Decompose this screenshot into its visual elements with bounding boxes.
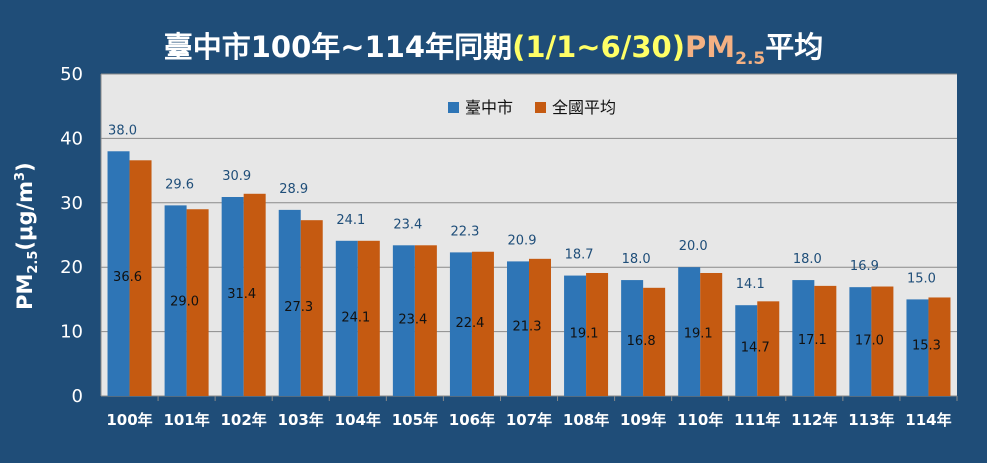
data-label-taichung: 18.0 <box>622 252 651 267</box>
data-label-taichung: 18.0 <box>793 252 822 267</box>
data-label-national: 19.1 <box>684 326 713 341</box>
bar-taichung <box>678 267 701 396</box>
bar-taichung <box>621 280 644 396</box>
bar-national <box>300 220 323 396</box>
data-label-national: 15.3 <box>912 339 941 354</box>
bar-national <box>757 301 780 396</box>
bar-taichung <box>735 305 758 396</box>
data-label-taichung: 23.4 <box>393 217 422 232</box>
title-part-pm: PM2.5 <box>685 30 765 69</box>
bar-national <box>871 286 894 396</box>
data-label-taichung: 20.9 <box>508 233 537 248</box>
bar-taichung <box>792 280 815 396</box>
data-label-national: 31.4 <box>227 287 256 302</box>
data-label-taichung: 38.0 <box>108 123 137 138</box>
data-label-taichung: 30.9 <box>222 169 251 184</box>
data-label-taichung: 28.9 <box>279 182 308 197</box>
bar-taichung <box>507 261 529 396</box>
data-label-national: 17.0 <box>855 333 884 348</box>
bar-taichung <box>335 240 358 396</box>
data-label-national: 29.0 <box>170 295 199 310</box>
x-tick-label: 110年 <box>677 411 723 429</box>
x-tick-label: 114年 <box>905 411 951 429</box>
bar-national <box>129 160 152 396</box>
data-label-national: 16.8 <box>627 334 656 349</box>
data-label-national: 19.1 <box>570 326 599 341</box>
title-part-average: 平均 <box>765 30 824 64</box>
legend-item-taichung: 臺中市 <box>448 94 513 118</box>
bar-national <box>357 240 380 396</box>
legend-swatch-taichung <box>448 102 459 113</box>
legend-label-taichung: 臺中市 <box>465 98 514 117</box>
bar-taichung <box>107 151 130 396</box>
data-label-taichung: 29.6 <box>165 177 194 192</box>
x-tick-label: 106年 <box>449 411 495 429</box>
y-tick-label: 30 <box>60 193 83 214</box>
chart-title: 臺中市100年~114年同期(1/1~6/30)PM2.5平均 <box>0 24 987 69</box>
y-tick-label: 40 <box>60 128 83 149</box>
x-tick-label: 112年 <box>791 411 837 429</box>
bar-national <box>586 272 609 396</box>
bar-national <box>186 209 209 396</box>
title-pm-sub: 2.5 <box>735 48 766 69</box>
x-tick-label: 101年 <box>163 411 209 429</box>
x-tick-label: 105年 <box>392 411 438 429</box>
y-tick-label: 50 <box>60 64 83 85</box>
bar-national <box>643 287 666 396</box>
legend-item-national: 全國平均 <box>535 94 616 118</box>
y-tick-label: 10 <box>60 322 83 343</box>
data-label-taichung: 16.9 <box>850 259 879 274</box>
y-tick-label: 20 <box>60 257 83 278</box>
x-tick-label: 111年 <box>734 411 780 429</box>
data-label-taichung: 18.7 <box>565 248 594 263</box>
legend-swatch-national <box>535 102 547 113</box>
x-tick-label: 108年 <box>563 411 609 429</box>
x-tick-label: 104年 <box>335 411 381 429</box>
bar-national <box>814 285 837 396</box>
data-label-taichung: 20.0 <box>679 239 708 254</box>
legend-label-national: 全國平均 <box>552 98 617 117</box>
title-pm: PM <box>685 30 736 64</box>
x-tick-label: 107年 <box>506 411 552 429</box>
bar-taichung <box>392 245 415 396</box>
x-tick-label: 109年 <box>620 411 666 429</box>
y-tick-label: 0 <box>72 386 83 407</box>
data-label-national: 24.1 <box>341 310 370 325</box>
title-part-period: (1/1~6/30) <box>512 30 685 64</box>
x-tick-label: 113年 <box>848 411 894 429</box>
data-label-national: 27.3 <box>284 300 313 315</box>
bar-national <box>928 297 951 396</box>
data-label-national: 21.3 <box>513 319 542 334</box>
bar-taichung <box>849 287 872 396</box>
bar-national <box>471 251 494 396</box>
data-label-taichung: 24.1 <box>336 213 365 228</box>
bar-taichung <box>278 209 301 396</box>
bar-taichung <box>906 299 929 396</box>
data-label-taichung: 15.0 <box>907 271 936 286</box>
data-label-national: 14.7 <box>741 341 770 356</box>
data-label-national: 17.1 <box>798 333 827 348</box>
data-label-taichung: 22.3 <box>450 224 479 239</box>
bar-taichung <box>221 197 244 396</box>
x-tick-label: 103年 <box>278 411 324 429</box>
bar-national <box>243 193 266 396</box>
x-tick-label: 100年 <box>106 411 152 429</box>
x-tick-label: 102年 <box>221 411 267 429</box>
bar-taichung <box>564 275 587 396</box>
data-label-taichung: 14.1 <box>736 277 765 292</box>
bar-national <box>414 245 437 396</box>
bar-taichung <box>449 252 472 396</box>
title-part-city: 臺中市100年~114年同期 <box>163 30 513 64</box>
data-label-national: 23.4 <box>398 313 427 328</box>
data-label-national: 36.6 <box>113 270 142 285</box>
bar-taichung <box>164 205 187 396</box>
data-label-national: 22.4 <box>455 316 484 331</box>
bar-national <box>529 258 551 396</box>
bar-national <box>700 272 723 396</box>
legend: 臺中市 全國平均 <box>448 94 616 118</box>
